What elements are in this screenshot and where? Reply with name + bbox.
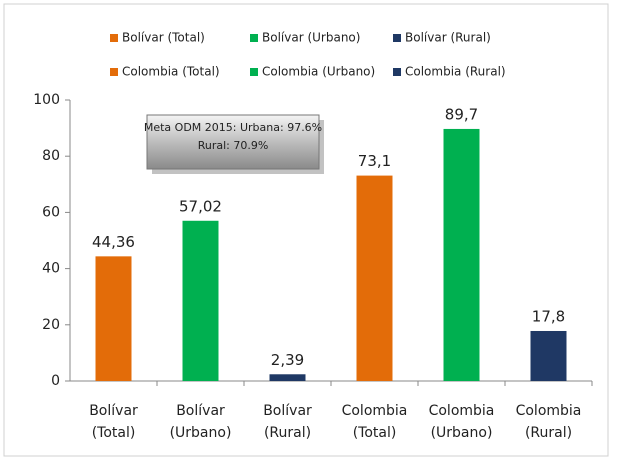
x-tick-label: Bolívar <box>89 403 138 419</box>
x-tick-label: (Rural) <box>264 425 311 441</box>
bar <box>530 330 567 381</box>
annotation-box <box>146 114 320 170</box>
bar <box>95 256 132 381</box>
annotation-text: Meta ODM 2015: Urbana: 97.6% <box>144 121 322 134</box>
y-tick-label: 80 <box>42 148 60 164</box>
y-tick-label: 20 <box>42 317 60 333</box>
bar <box>269 374 306 381</box>
bar <box>356 175 393 381</box>
x-tick-label: Colombia <box>342 403 408 419</box>
bar <box>443 128 480 381</box>
y-tick-label: 100 <box>33 92 60 108</box>
x-tick-label: (Total) <box>353 425 397 441</box>
legend-label: Colombia (Rural) <box>405 65 506 79</box>
y-tick-label: 40 <box>42 261 60 277</box>
legend-label: Bolívar (Rural) <box>405 31 491 45</box>
y-tick-label: 0 <box>51 373 60 389</box>
x-tick-label: (Total) <box>92 425 136 441</box>
x-tick-label: (Rural) <box>525 425 572 441</box>
x-tick-label: Bolívar <box>176 403 225 419</box>
legend-swatch <box>110 68 118 76</box>
x-tick-label: (Urbano) <box>431 425 493 441</box>
legend-swatch <box>110 34 118 42</box>
value-label: 57,02 <box>179 197 222 215</box>
legend-swatch <box>250 34 258 42</box>
legend-swatch <box>393 34 401 42</box>
legend-label: Bolívar (Total) <box>122 31 205 45</box>
x-tick-label: Colombia <box>516 403 582 419</box>
bar <box>182 220 219 381</box>
legend-label: Colombia (Urbano) <box>262 65 375 79</box>
x-tick-label: Colombia <box>429 403 495 419</box>
legend-label: Colombia (Total) <box>122 65 220 79</box>
legend-label: Bolívar (Urbano) <box>262 31 360 45</box>
y-tick-label: 60 <box>42 204 60 220</box>
legend-swatch <box>393 68 401 76</box>
value-label: 73,1 <box>358 152 391 170</box>
legend-swatch <box>250 68 258 76</box>
x-tick-label: (Urbano) <box>170 425 232 441</box>
value-label: 89,7 <box>445 105 478 123</box>
value-label: 44,36 <box>92 233 135 251</box>
x-tick-label: Bolívar <box>263 403 312 419</box>
value-label: 2,39 <box>271 351 304 369</box>
annotation-text: Rural: 70.9% <box>198 139 269 152</box>
value-label: 17,8 <box>532 307 565 325</box>
